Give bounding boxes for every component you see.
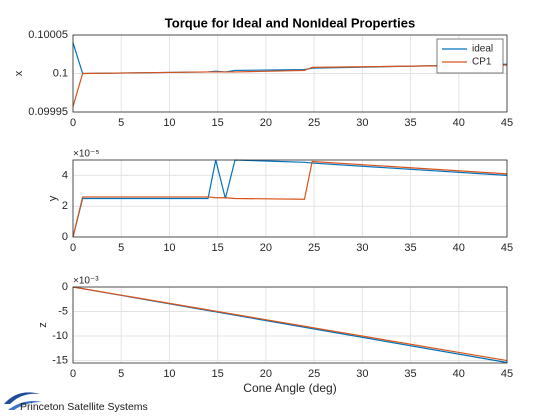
x-axis-label: Cone Angle (deg) — [243, 381, 336, 395]
x-tick-label: 45 — [501, 117, 513, 129]
y-axis-label: z — [37, 322, 49, 328]
y-tick-label: -10 — [52, 330, 68, 342]
x-tick-label: 15 — [212, 242, 224, 254]
y-exponent: ×10⁻³ — [73, 276, 99, 287]
x-tick-label: 35 — [404, 242, 416, 254]
x-tick-label: 25 — [308, 368, 320, 380]
x-tick-label: 40 — [453, 242, 465, 254]
x-tick-label: 10 — [163, 242, 175, 254]
y-axis-label: x — [13, 70, 25, 76]
x-tick-label: 25 — [308, 117, 320, 129]
x-tick-label: 5 — [118, 368, 124, 380]
y-tick-label: 0.09995 — [28, 106, 68, 118]
legend-box — [436, 38, 504, 74]
series-line — [72, 159, 508, 238]
x-tick-label: 10 — [163, 368, 175, 380]
chart-title: Torque for Ideal and NonIdeal Properties — [165, 15, 415, 30]
x-tick-label: 20 — [260, 242, 272, 254]
x-tick-label: 30 — [356, 368, 368, 380]
x-tick-label: 15 — [212, 117, 224, 129]
series-line — [72, 64, 508, 107]
x-tick-label: 0 — [70, 242, 76, 254]
x-tick-label: 20 — [260, 117, 272, 129]
x-tick-label: 30 — [356, 117, 368, 129]
x-tick-label: 10 — [163, 117, 175, 129]
y-tick-label: 0 — [62, 231, 68, 243]
x-tick-label: 5 — [118, 117, 124, 129]
x-tick-label: 20 — [260, 368, 272, 380]
y-tick-label: -5 — [58, 305, 68, 317]
legend-label: CP1 — [472, 57, 492, 68]
series-line — [72, 160, 508, 238]
y-exponent: ×10⁻⁵ — [73, 149, 99, 160]
y-tick-label: 2 — [62, 200, 68, 212]
y-tick-label: 0.10005 — [28, 29, 68, 41]
x-tick-label: 40 — [453, 117, 465, 129]
y-tick-label: 0 — [62, 281, 68, 293]
x-tick-label: 5 — [118, 242, 124, 254]
y-tick-label: 4 — [62, 169, 68, 181]
x-tick-label: 35 — [404, 117, 416, 129]
axes-box — [72, 286, 508, 364]
x-tick-label: 45 — [501, 242, 513, 254]
logo — [4, 392, 42, 410]
footer-text: Princeton Satellite Systems — [20, 401, 148, 413]
axes-box — [72, 159, 508, 238]
x-tick-label: 15 — [212, 368, 224, 380]
x-tick-label: 30 — [356, 242, 368, 254]
legend-label: ideal — [472, 44, 493, 55]
x-tick-label: 45 — [501, 368, 513, 380]
y-tick-label: 0.1 — [53, 67, 68, 79]
axes-box — [72, 34, 508, 113]
x-tick-label: 35 — [404, 368, 416, 380]
y-axis-label: y — [47, 195, 59, 201]
x-tick-label: 40 — [453, 368, 465, 380]
x-tick-label: 25 — [308, 242, 320, 254]
x-tick-label: 0 — [70, 117, 76, 129]
series-line — [72, 286, 508, 362]
x-tick-label: 0 — [70, 368, 76, 380]
y-tick-label: -15 — [52, 354, 68, 366]
legend: ideal CP1 — [436, 38, 504, 74]
